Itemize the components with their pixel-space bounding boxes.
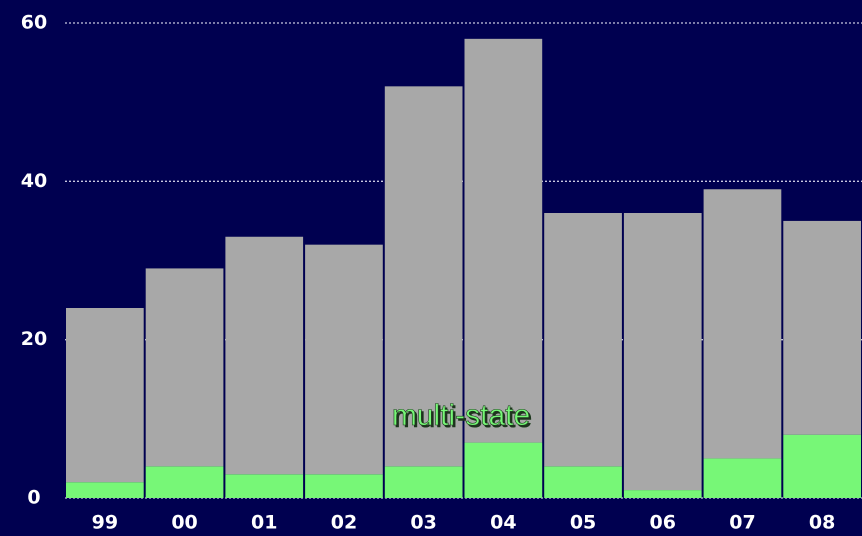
bar-segment (544, 466, 622, 498)
bar-segment (703, 458, 782, 498)
bar-segment (384, 86, 463, 467)
y-tick-label: 60 (21, 12, 47, 34)
x-tick-label: 04 (490, 512, 516, 534)
series-label-shadow: multi-state (394, 401, 532, 434)
bar-segment (225, 236, 304, 475)
series-label: multi-state (392, 399, 530, 432)
bar-segment (703, 189, 782, 459)
x-tick-label: 99 (92, 512, 118, 534)
bar-segment (623, 213, 702, 491)
x-tick-label: 00 (171, 512, 197, 534)
bar-segment (145, 466, 224, 498)
bar-segment (384, 466, 463, 498)
bar-segment (66, 482, 144, 498)
x-tick-label: 02 (331, 512, 357, 534)
bar-segment (66, 308, 144, 483)
x-tick-label: 08 (809, 512, 835, 534)
bar-segment (783, 220, 861, 435)
bar-segment (145, 268, 224, 467)
x-tick-label: 07 (729, 512, 755, 534)
bar-segment (305, 244, 383, 475)
y-tick-label: 0 (27, 487, 40, 509)
x-tick-label: 01 (251, 512, 277, 534)
bar-segment (623, 490, 702, 498)
bar-segment (783, 434, 861, 498)
bar-segment (305, 474, 383, 498)
y-tick-label: 20 (21, 328, 47, 350)
bar-segment (464, 38, 543, 443)
bar-segment (464, 442, 543, 498)
x-tick-label: 05 (570, 512, 596, 534)
x-tick-label: 06 (650, 512, 676, 534)
bar-segment (544, 213, 622, 467)
y-tick-label: 40 (21, 170, 47, 192)
x-tick-label: 03 (410, 512, 436, 534)
bar-segment (225, 474, 304, 498)
